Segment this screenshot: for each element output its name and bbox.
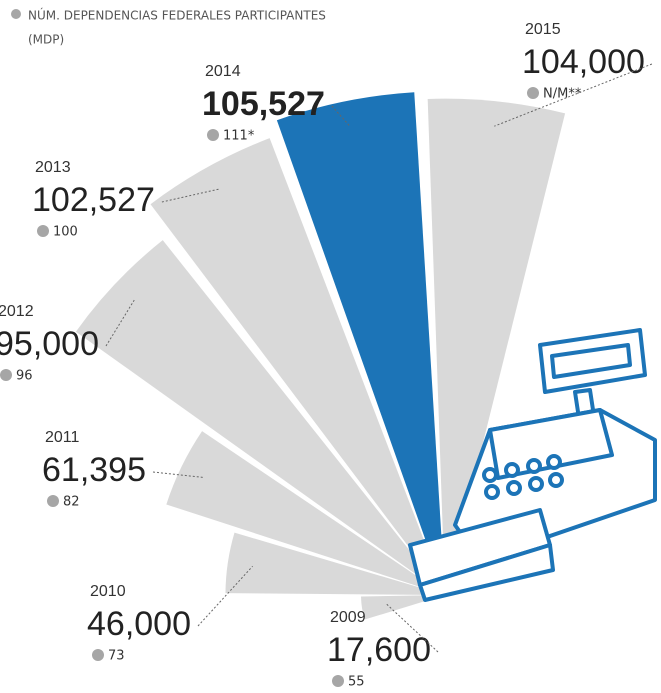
year-label: 2012	[0, 303, 34, 320]
value-label: 61,395	[42, 451, 146, 489]
count-dot	[92, 649, 104, 661]
cash-register-icon	[408, 328, 657, 602]
value-label: 95,000	[0, 325, 99, 363]
year-label: 2010	[90, 583, 126, 600]
count-label: N/M**	[543, 87, 582, 102]
year-label: 2015	[525, 21, 561, 38]
count-dot	[47, 495, 59, 507]
wedge	[150, 138, 445, 595]
leader-line	[331, 105, 350, 127]
legend-dot	[11, 9, 21, 19]
count-dot	[527, 87, 539, 99]
leader-line	[152, 471, 205, 479]
wedge	[166, 431, 446, 595]
value-label: 105,527	[202, 85, 325, 123]
count-label: 100	[53, 225, 78, 240]
count-label: 111*	[223, 129, 255, 144]
year-label: 2011	[45, 429, 80, 446]
wedge	[225, 532, 445, 595]
wedge	[276, 92, 445, 596]
count-dot	[207, 129, 219, 141]
year-label: 2014	[205, 63, 241, 80]
value-label: 46,000	[87, 605, 191, 643]
leader-line	[105, 299, 135, 347]
year-label: 2013	[35, 159, 71, 176]
value-label: 104,000	[522, 43, 645, 81]
count-label: 73	[108, 649, 125, 664]
count-dot	[37, 225, 49, 237]
count-dot	[0, 369, 12, 381]
leader-line	[197, 565, 253, 627]
count-label: 55	[348, 675, 365, 690]
value-label: 17,600	[327, 631, 431, 669]
legend-label: NÚM. DEPENDENCIAS FEDERALES PARTICIPANTE…	[28, 8, 326, 23]
value-label: 102,527	[32, 181, 155, 219]
year-label: 2009	[330, 609, 366, 626]
wedge	[75, 240, 445, 596]
wedges	[75, 92, 566, 620]
leader-line	[494, 63, 653, 127]
count-label: 96	[16, 369, 33, 384]
leader-line	[161, 188, 220, 203]
count-label: 82	[63, 495, 80, 510]
wedge	[427, 98, 566, 596]
annotation: (MDP)	[28, 33, 64, 47]
count-dot	[332, 675, 344, 687]
